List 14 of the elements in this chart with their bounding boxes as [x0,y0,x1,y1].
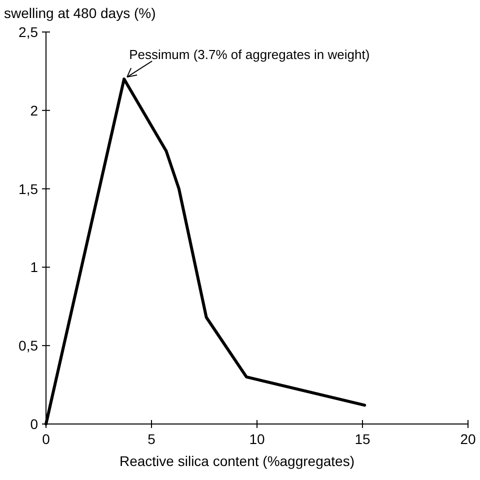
x-tick-label: 0 [42,431,50,447]
y-tick-label: 0,5 [18,338,38,354]
y-tick-label: 2 [30,102,38,118]
x-tick-label: 20 [460,431,476,447]
x-tick-label: 10 [249,431,265,447]
y-axis-title: swelling at 480 days (%) [4,5,156,21]
y-tick-label: 0 [30,416,38,432]
y-tick-label: 1 [30,259,38,276]
y-tick-label: 1,5 [18,180,38,197]
x-tick-label: 5 [148,431,156,447]
y-tick-label: 2,5 [18,24,38,40]
x-tick-label: 15 [354,431,370,447]
x-axis-title: Reactive silica content (%aggregates) [119,453,355,469]
annotation: Pessimum (3.7% of aggregates in weight) [129,47,370,62]
